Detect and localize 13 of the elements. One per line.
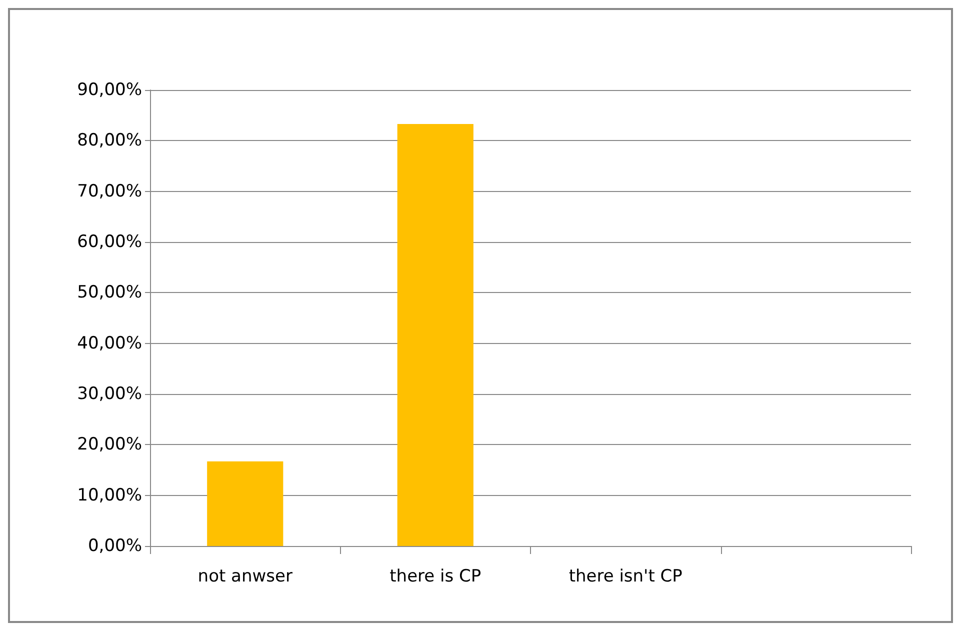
x-tick-label: there isn't CP xyxy=(568,566,682,586)
y-tick-label: 30,00% xyxy=(77,384,142,404)
y-tick-label: 0,00% xyxy=(88,536,142,556)
x-tick-label: there is CP xyxy=(390,566,482,586)
y-tick-label: 40,00% xyxy=(77,333,142,354)
y-tick-label: 60,00% xyxy=(77,232,142,252)
x-tick-label: not anwser xyxy=(198,566,292,586)
y-tick-label: 20,00% xyxy=(77,434,142,455)
y-tick-label: 10,00% xyxy=(77,485,142,506)
y-tick-label: 80,00% xyxy=(77,130,142,151)
y-tick-label: 50,00% xyxy=(77,282,142,303)
y-tick-label: 90,00% xyxy=(77,80,142,100)
y-tick-label: 70,00% xyxy=(77,181,142,202)
